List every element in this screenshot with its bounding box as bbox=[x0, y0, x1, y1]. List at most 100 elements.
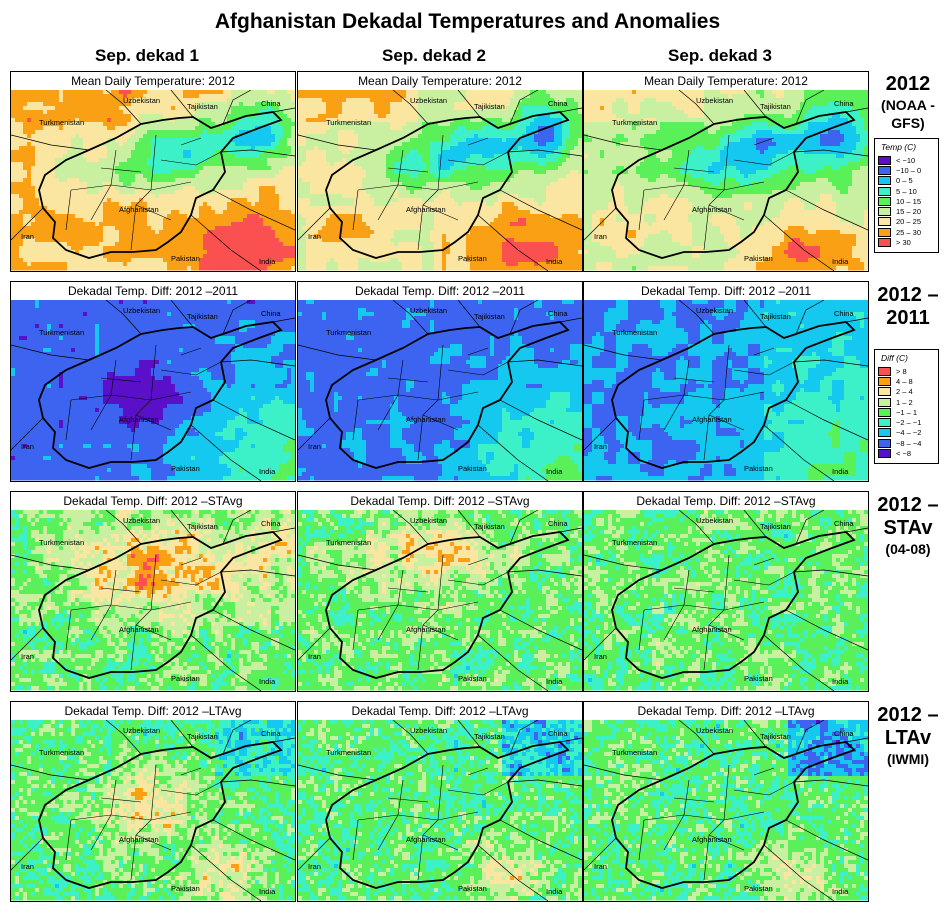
map-label-afghanistan: Afghanistan bbox=[692, 835, 732, 844]
map-label-afghanistan: Afghanistan bbox=[692, 415, 732, 424]
map-label-uzbekistan: Uzbekistan bbox=[123, 96, 160, 105]
map-label-tajikistan: Tajikistan bbox=[474, 102, 505, 111]
map-label-china: China bbox=[261, 309, 281, 318]
map-grid bbox=[298, 300, 582, 481]
difference-legend-item: −2 – −1 bbox=[878, 417, 935, 428]
map-panel-title: Dekadal Temp. Diff: 2012 –2011 bbox=[298, 282, 582, 301]
map-label-iran: Iran bbox=[594, 652, 607, 661]
difference-legend-item: 1 – 2 bbox=[878, 397, 935, 407]
map-label-china: China bbox=[834, 99, 854, 108]
temperature-legend-swatch bbox=[878, 155, 891, 165]
map-label-turkmenistan: Turkmenistan bbox=[326, 748, 371, 757]
map-label-pakistan: Pakistan bbox=[458, 464, 487, 473]
temperature-legend-swatch bbox=[878, 186, 891, 196]
map-label-uzbekistan: Uzbekistan bbox=[696, 306, 733, 315]
map-grid bbox=[298, 510, 582, 691]
map-label-turkmenistan: Turkmenistan bbox=[39, 328, 84, 337]
difference-legend-item: < −8 bbox=[878, 448, 935, 459]
map-area: Uzbekistan Tajikistan China Turkmenistan Afg… bbox=[584, 90, 868, 271]
map-label-turkmenistan: Turkmenistan bbox=[612, 328, 657, 337]
map-label-iran: Iran bbox=[21, 862, 34, 871]
map-grid bbox=[584, 510, 868, 691]
map-panel: Dekadal Temp. Diff: 2012 –STAvg Uzbekista… bbox=[297, 491, 583, 692]
map-label-afghanistan: Afghanistan bbox=[406, 625, 446, 634]
map-panel: Dekadal Temp. Diff: 2012 –LTAvg Uzbekista… bbox=[10, 701, 296, 902]
difference-legend-item: > 8 bbox=[878, 366, 935, 376]
temperature-legend-item: 15 – 20 bbox=[878, 206, 935, 217]
map-label-china: China bbox=[548, 309, 568, 318]
difference-legend-item: −4 – −2 bbox=[878, 428, 935, 438]
row-label-4-sub: (IWMI) bbox=[866, 750, 950, 768]
map-area: Uzbekistan Tajikistan China Turkmenistan Afg… bbox=[298, 90, 582, 271]
map-label-iran: Iran bbox=[308, 442, 321, 451]
temperature-legend-item: > 30 bbox=[878, 237, 935, 248]
map-area: Uzbekistan Tajikistan China Turkmenistan Afg… bbox=[11, 720, 295, 901]
map-area: Uzbekistan Tajikistan China Turkmenistan Afg… bbox=[11, 90, 295, 271]
map-label-india: India bbox=[259, 677, 275, 686]
map-label-iran: Iran bbox=[21, 232, 34, 241]
map-label-turkmenistan: Turkmenistan bbox=[612, 748, 657, 757]
map-label-china: China bbox=[548, 99, 568, 108]
map-label-uzbekistan: Uzbekistan bbox=[696, 516, 733, 525]
temperature-legend-label: 0 – 5 bbox=[896, 176, 913, 185]
map-label-uzbekistan: Uzbekistan bbox=[410, 306, 447, 315]
map-panel-title: Dekadal Temp. Diff: 2012 –LTAvg bbox=[298, 702, 582, 721]
map-label-india: India bbox=[259, 887, 275, 896]
map-grid bbox=[298, 720, 582, 901]
map-label-tajikistan: Tajikistan bbox=[760, 312, 791, 321]
map-area: Uzbekistan Tajikistan China Turkmenistan Afg… bbox=[584, 510, 868, 691]
map-label-iran: Iran bbox=[21, 442, 34, 451]
map-label-afghanistan: Afghanistan bbox=[692, 205, 732, 214]
map-grid bbox=[11, 720, 295, 901]
map-label-uzbekistan: Uzbekistan bbox=[696, 726, 733, 735]
map-panel-title: Mean Daily Temperature: 2012 bbox=[584, 72, 868, 91]
map-panel-title: Dekadal Temp. Diff: 2012 –STAvg bbox=[584, 492, 868, 511]
map-label-afghanistan: Afghanistan bbox=[119, 205, 159, 214]
map-label-tajikistan: Tajikistan bbox=[760, 102, 791, 111]
temperature-legend-item: 25 – 30 bbox=[878, 227, 935, 237]
map-panel-title: Dekadal Temp. Diff: 2012 –2011 bbox=[584, 282, 868, 301]
map-label-india: India bbox=[546, 467, 562, 476]
map-label-turkmenistan: Turkmenistan bbox=[39, 748, 84, 757]
difference-legend-swatch bbox=[878, 397, 891, 407]
map-label-china: China bbox=[261, 99, 281, 108]
map-panel-title: Mean Daily Temperature: 2012 bbox=[11, 72, 295, 91]
map-label-india: India bbox=[259, 467, 275, 476]
map-label-china: China bbox=[834, 309, 854, 318]
map-label-china: China bbox=[834, 729, 854, 738]
map-area: Uzbekistan Tajikistan China Turkmenistan Afg… bbox=[298, 720, 582, 901]
map-label-india: India bbox=[546, 887, 562, 896]
difference-legend-label: 4 – 8 bbox=[896, 377, 913, 386]
temperature-legend-title: Temp (C) bbox=[881, 142, 935, 152]
row-label-1-main: 2012 bbox=[886, 73, 931, 95]
difference-legend-item: 4 – 8 bbox=[878, 376, 935, 386]
map-grid bbox=[298, 90, 582, 271]
difference-legend-label: −8 – −4 bbox=[896, 439, 921, 448]
temperature-legend-swatch bbox=[878, 196, 891, 206]
map-label-iran: Iran bbox=[594, 862, 607, 871]
difference-legend-label: −4 – −2 bbox=[896, 428, 921, 437]
map-label-afghanistan: Afghanistan bbox=[406, 205, 446, 214]
map-label-iran: Iran bbox=[308, 232, 321, 241]
map-panel: Dekadal Temp. Diff: 2012 –2011 Uzbekistan… bbox=[10, 281, 296, 482]
map-label-pakistan: Pakistan bbox=[458, 254, 487, 263]
map-label-tajikistan: Tajikistan bbox=[187, 522, 218, 531]
map-label-india: India bbox=[259, 257, 275, 266]
map-panel-title: Dekadal Temp. Diff: 2012 –LTAvg bbox=[11, 702, 295, 721]
map-panel-title: Mean Daily Temperature: 2012 bbox=[298, 72, 582, 91]
temperature-legend-label: 25 – 30 bbox=[896, 228, 921, 237]
row-label-2: 2012 –2011 bbox=[866, 284, 950, 330]
map-area: Uzbekistan Tajikistan China Turkmenistan Afg… bbox=[11, 300, 295, 481]
difference-legend-swatch bbox=[878, 407, 891, 417]
column-header-dekad-3: Sep. dekad 3 bbox=[580, 46, 860, 66]
map-grid bbox=[11, 300, 295, 481]
difference-legend-title: Diff (C) bbox=[881, 353, 935, 363]
map-label-india: India bbox=[546, 257, 562, 266]
temperature-legend-swatch bbox=[878, 217, 891, 227]
map-label-uzbekistan: Uzbekistan bbox=[123, 516, 160, 525]
map-label-tajikistan: Tajikistan bbox=[760, 732, 791, 741]
map-label-china: China bbox=[548, 729, 568, 738]
map-area: Uzbekistan Tajikistan China Turkmenistan Afg… bbox=[584, 300, 868, 481]
map-panel-title: Dekadal Temp. Diff: 2012 –LTAvg bbox=[584, 702, 868, 721]
map-grid bbox=[584, 90, 868, 271]
